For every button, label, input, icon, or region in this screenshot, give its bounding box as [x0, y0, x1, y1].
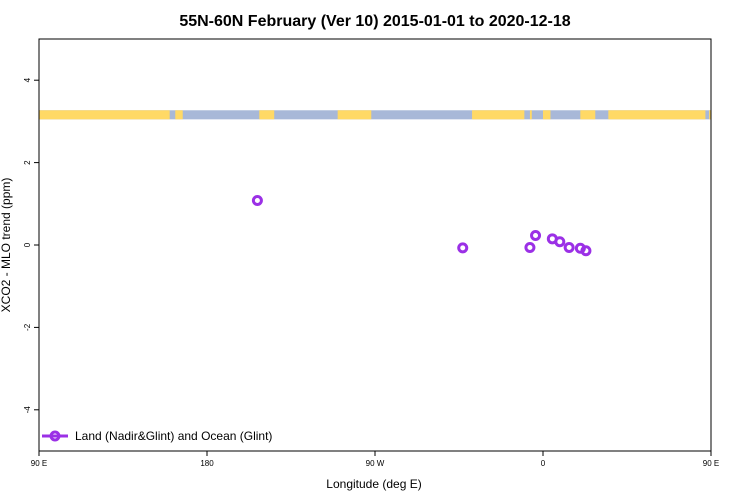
land-segment	[39, 110, 170, 120]
land-segment	[709, 110, 711, 120]
data-point	[563, 241, 575, 253]
data-points	[251, 195, 592, 257]
plot-frame	[38, 38, 712, 452]
legend-marker	[49, 430, 61, 442]
legend-label: Land (Nadir&Glint) and Ocean (Glint)	[75, 429, 272, 443]
land-segment	[472, 110, 525, 120]
land-segment	[337, 110, 372, 120]
y-tick-label: 0	[23, 242, 32, 247]
y-tick-label: -2	[23, 323, 32, 331]
y-tick-label: 2	[23, 160, 32, 165]
x-tick-label: 90 W	[366, 459, 385, 468]
land-segment	[608, 110, 706, 120]
x-tick-label: 90 E	[703, 459, 719, 468]
land-segment	[529, 110, 532, 120]
axis-ticks: 90 E 180 90 W 0 90 E 4 2 0 -2 -4	[23, 77, 719, 468]
data-point	[530, 230, 542, 242]
ocean-band	[39, 110, 711, 120]
x-axis-title: Longitude (deg E)	[326, 477, 421, 491]
land-segment	[543, 110, 551, 120]
land-segment	[259, 110, 275, 120]
chart-title: 55N-60N February (Ver 10) 2015-01-01 to …	[179, 13, 570, 30]
land-ocean-band	[39, 110, 711, 120]
land-segment	[175, 110, 183, 120]
x-tick-label: 90 E	[31, 459, 47, 468]
data-point	[554, 236, 566, 248]
y-axis-title: XCO2 - MLO trend (ppm)	[0, 178, 13, 313]
x-tick-label: 0	[541, 459, 546, 468]
legend: Land (Nadir&Glint) and Ocean (Glint)	[42, 429, 272, 443]
y-tick-label: -4	[23, 406, 32, 414]
data-point	[580, 245, 592, 257]
x-tick-label: 180	[200, 459, 214, 468]
data-point	[457, 242, 469, 254]
data-point	[251, 195, 263, 207]
y-tick-label: 4	[23, 77, 32, 82]
land-segment	[580, 110, 596, 120]
data-point	[524, 241, 536, 253]
